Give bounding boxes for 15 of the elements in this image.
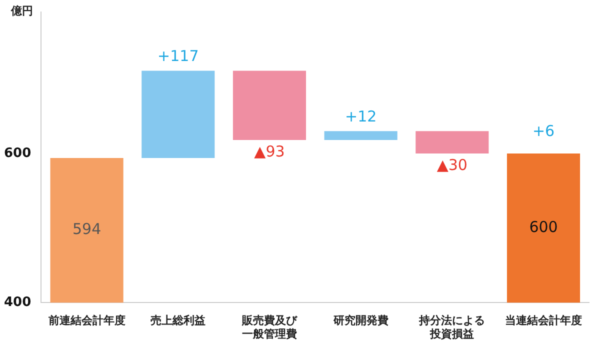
x-tick-label: 売上総利益	[150, 314, 206, 328]
x-tick-label: 研究開発費	[332, 314, 388, 328]
annotation: +6	[532, 122, 555, 140]
x-tick-label: 当連結会計年度	[505, 314, 582, 328]
x-tick-label: 持分法による投資損益	[418, 314, 486, 340]
y-tick-label: 400	[4, 294, 32, 310]
x-tick-label: 販売費及び一般管理費	[240, 314, 298, 340]
data-label: +117	[158, 47, 199, 66]
data-label: ▲30	[436, 156, 468, 174]
data-label: 594	[72, 220, 102, 238]
y-axis-title: 億円	[10, 4, 34, 18]
data-label: ▲93	[254, 142, 285, 160]
data-label: 600	[529, 218, 558, 236]
data-label: +12	[344, 107, 377, 126]
x-tick-label: 前連結会計年度	[47, 314, 126, 328]
